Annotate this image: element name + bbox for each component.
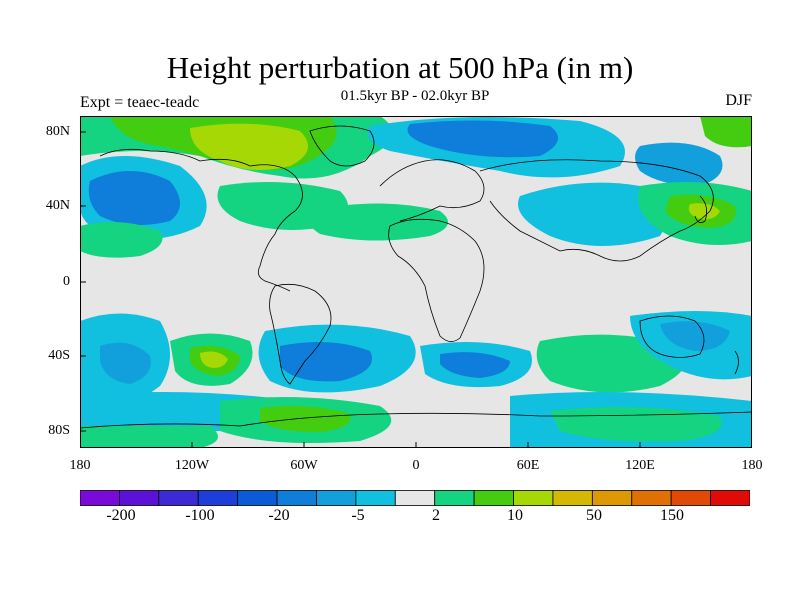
experiment-label: Expt = teaec-teadc — [80, 94, 200, 111]
colorbar-box-4 — [197, 490, 239, 506]
coast-antarctica — [80, 411, 752, 429]
contour-japan-yg — [688, 203, 720, 220]
colorbar-box-9 — [394, 490, 436, 506]
coast-japan — [694, 195, 708, 224]
coastlines — [80, 125, 752, 429]
colorbar-box-15 — [631, 490, 672, 506]
coast-europe — [379, 159, 485, 222]
contour-spac-mid — [100, 342, 151, 384]
plot-title: Height perturbation at 500 hPa (in m) — [166, 50, 634, 85]
lon-label-120e: 120E — [625, 458, 655, 473]
contour-pacific-teal — [80, 222, 163, 258]
lat-label-80n: 80N — [45, 124, 70, 139]
lon-label-0: 0 — [412, 458, 420, 473]
contour-asia-lightblue — [518, 182, 667, 246]
contour-sio-blue — [440, 352, 510, 378]
lat-label-0: 0 — [63, 274, 70, 289]
colorbar-box-12 — [513, 490, 554, 506]
lat-label-40n: 40N — [45, 198, 70, 213]
colorbar-box-1 — [80, 490, 120, 506]
colorbar-box-2 — [119, 490, 160, 506]
colorbar-label-5: 2 — [432, 507, 440, 524]
coast-asia — [479, 159, 714, 262]
lon-label-180-right: 180 — [741, 458, 763, 473]
colorbar-label-4: -5 — [351, 507, 365, 524]
lon-label-120w: 120W — [174, 458, 210, 473]
colorbar-box-14 — [591, 490, 633, 506]
colorbar-box-10 — [434, 490, 475, 506]
colorbar-box-11 — [473, 490, 514, 506]
colorbar-box-13 — [552, 490, 593, 506]
coast-new-zealand — [734, 350, 739, 375]
lon-label-60w: 60W — [290, 458, 318, 473]
contour-canada-yellowgreen — [190, 123, 308, 170]
colorbar-box-3 — [158, 490, 199, 506]
colorbar-label-6: 10 — [507, 507, 523, 524]
coast-south-america — [269, 283, 332, 385]
coast-africa — [388, 218, 485, 342]
colorbar-label-7: 50 — [586, 507, 602, 524]
colorbar — [80, 490, 750, 506]
colorbar-box-5 — [237, 490, 278, 506]
contour-ant-green — [260, 406, 351, 432]
season-label: DJF — [725, 92, 752, 109]
colorbar-label-2: -100 — [185, 507, 215, 524]
lat-label-80s: 80S — [48, 423, 70, 438]
colorbar-label-1: -200 — [106, 507, 136, 524]
lon-ticks — [191, 442, 641, 448]
colorbar-box-8 — [355, 490, 396, 506]
contour-aus-blue — [660, 321, 730, 351]
contour-nh-blue — [407, 120, 558, 158]
colorbar-label-8: 150 — [660, 507, 684, 524]
lat-label-40s: 40S — [48, 348, 70, 363]
colorbar-box-7 — [316, 490, 357, 506]
lat-ticks — [80, 131, 86, 432]
contour-fields — [80, 116, 752, 448]
contour-right-arctic — [700, 116, 752, 148]
coast-australia — [639, 315, 705, 358]
contour-sh-yg — [200, 351, 228, 368]
contour-sa-blue — [280, 342, 372, 382]
contour-asia-blue — [635, 142, 723, 186]
colorbar-box-6 — [276, 490, 317, 506]
colorbar-box-17 — [710, 490, 750, 506]
colorbar-label-3: -20 — [268, 507, 290, 524]
map-panel — [80, 116, 752, 448]
contour-sp-teal — [80, 426, 218, 448]
contour-nh-midlat-teal — [306, 203, 448, 241]
contour-npac-blue — [88, 171, 180, 225]
colorbar-box-16 — [670, 490, 711, 506]
coast-greenland — [309, 125, 375, 167]
plot-subtitle: 01.5kyr BP - 02.0kyr BP — [340, 88, 490, 104]
lon-label-60e: 60E — [516, 458, 540, 473]
lon-label-180-left: 180 — [69, 458, 91, 473]
coast-north-america — [99, 148, 303, 292]
